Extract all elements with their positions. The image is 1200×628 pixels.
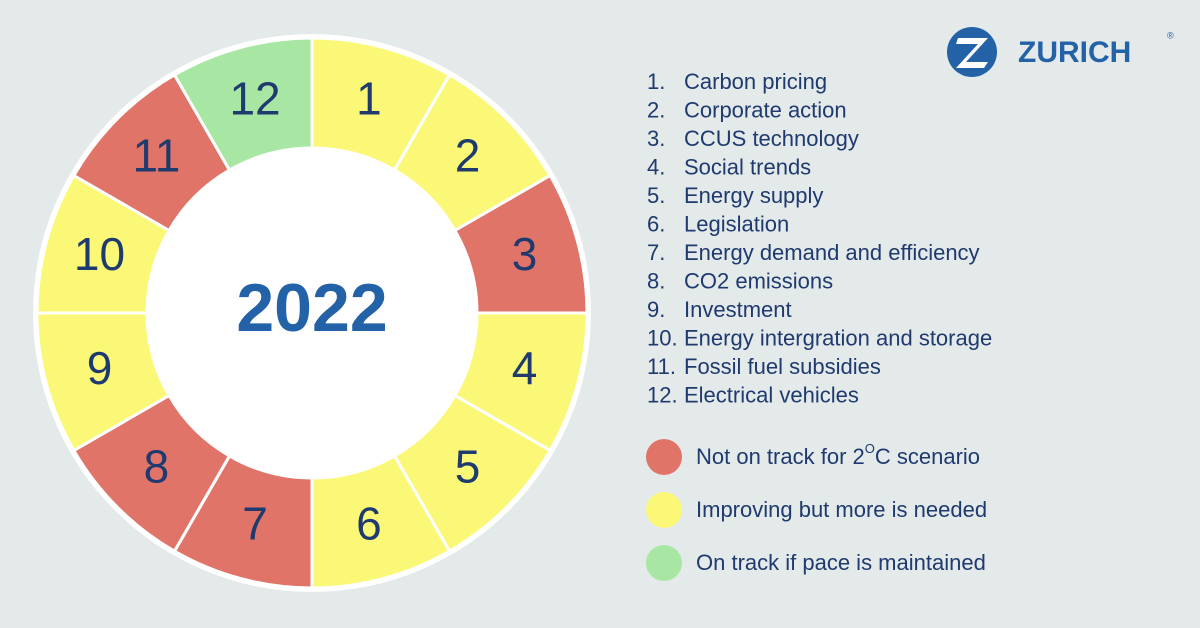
segment-label: 11 <box>133 130 181 182</box>
list-number: 1. <box>647 69 665 94</box>
list-number: 6. <box>647 211 665 236</box>
factor-list: 1. Carbon pricing 2. Corporate action 3. CCUS… <box>647 69 992 408</box>
list-text: Energy intergration and storage <box>684 325 992 350</box>
list-text: CCUS technology <box>684 126 859 151</box>
legend-swatch <box>646 492 682 528</box>
list-number: 7. <box>647 240 665 265</box>
list-number: 11. <box>647 354 676 379</box>
wheel-center <box>147 148 477 478</box>
list-text: Corporate action <box>684 97 847 122</box>
legend-label-part: Not on track for 2 <box>696 444 865 469</box>
list-text: Investment <box>684 297 792 322</box>
segment-label: 8 <box>144 441 170 493</box>
legend-label-part: C scenario <box>875 444 980 469</box>
list-text: Electrical vehicles <box>684 382 859 407</box>
segment-label: 3 <box>512 228 538 280</box>
list-number: 10. <box>647 325 678 350</box>
legend-label-part: Improving but more is needed <box>696 497 987 522</box>
list-text: Legislation <box>684 211 789 236</box>
list-text: Social trends <box>684 154 811 179</box>
legend-swatch <box>646 545 682 581</box>
segment-label: 4 <box>512 342 538 394</box>
legend-label: Improving but more is needed <box>696 497 987 522</box>
list-number: 5. <box>647 183 665 208</box>
logo-mark: ® <box>1167 30 1174 40</box>
list-text: Fossil fuel subsidies <box>684 354 881 379</box>
segment-label: 6 <box>356 498 382 550</box>
list-number: 9. <box>647 297 665 322</box>
wheel-title: 2022 <box>236 270 387 346</box>
list-number: 12. <box>647 382 678 407</box>
list-number: 8. <box>647 268 665 293</box>
list-text: Energy demand and efficiency <box>684 240 980 265</box>
logo-z <box>956 38 988 68</box>
segment-label: 2 <box>455 130 481 182</box>
list-text: Carbon pricing <box>684 69 827 94</box>
segment-label: 10 <box>74 228 125 280</box>
legend: Not on track for 2OC scenario Improving b… <box>646 439 987 581</box>
list-number: 3. <box>647 126 665 151</box>
logo-name: ZURICH <box>1018 36 1131 69</box>
legend-label-part: On track if pace is maintained <box>696 550 986 575</box>
legend-label-part: O <box>865 441 875 456</box>
legend-label: Not on track for 2OC scenario <box>696 441 980 468</box>
logo: ZURICH ® <box>947 27 1174 77</box>
legend-label: On track if pace is maintained <box>696 550 986 575</box>
list-text: Energy supply <box>684 183 823 208</box>
list-number: 4. <box>647 154 665 179</box>
segment-label: 5 <box>455 441 481 493</box>
segment-label: 12 <box>229 73 280 125</box>
segment-label: 1 <box>356 73 382 125</box>
legend-swatch <box>646 439 682 475</box>
segment-label: 7 <box>242 498 268 550</box>
list-text: CO2 emissions <box>684 268 833 293</box>
segment-label: 9 <box>87 342 113 394</box>
list-number: 2. <box>647 97 665 122</box>
